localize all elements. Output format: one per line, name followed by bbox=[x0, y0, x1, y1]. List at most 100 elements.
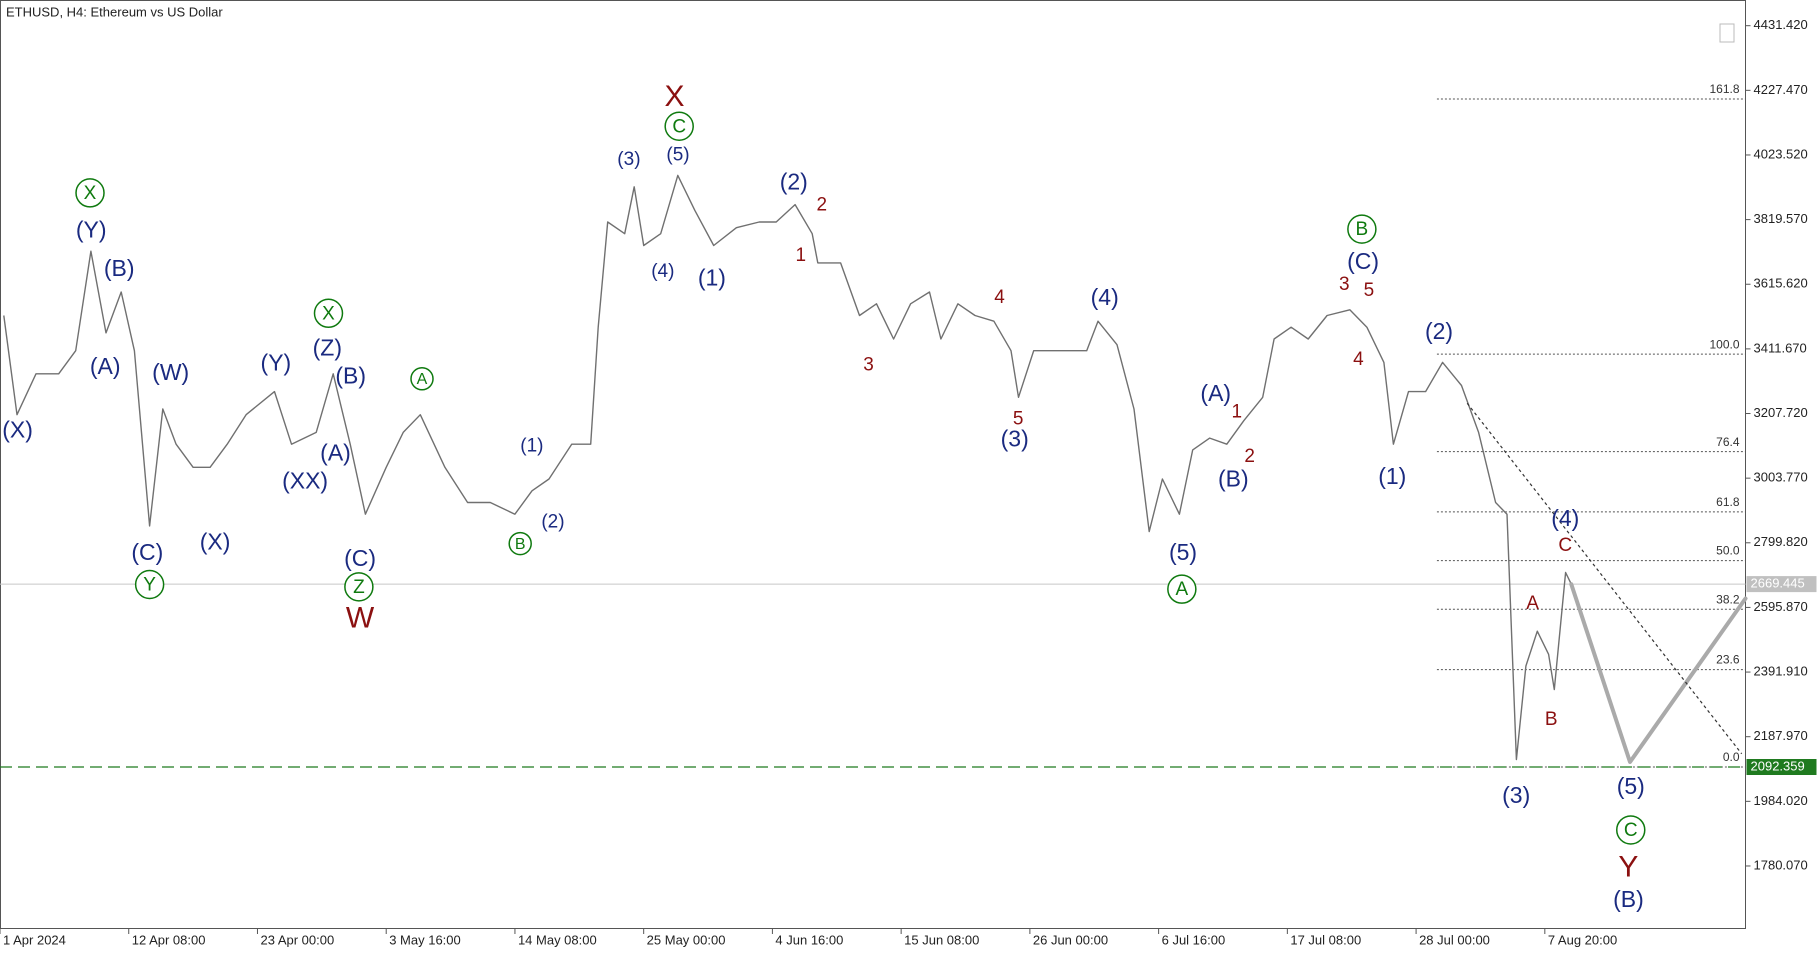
support-price-label: 2092.359 bbox=[1751, 758, 1805, 773]
wave-label: 5 bbox=[1364, 280, 1375, 301]
toolbar-icon[interactable] bbox=[1719, 23, 1735, 43]
wave-label: X bbox=[665, 80, 685, 113]
x-tick-label: 14 May 08:00 bbox=[518, 932, 597, 947]
y-tick-label: 2391.910 bbox=[1754, 664, 1808, 679]
wave-label: (B) bbox=[1218, 465, 1249, 491]
y-tick-label: 1780.070 bbox=[1754, 857, 1808, 872]
fib-label: 50.0 bbox=[1716, 544, 1740, 558]
wave-label: B bbox=[515, 536, 526, 553]
price-series bbox=[1569, 582, 1748, 764]
wave-label: (X) bbox=[200, 528, 231, 554]
wave-label: (1) bbox=[698, 264, 726, 290]
wave-label: Y bbox=[143, 575, 156, 596]
wave-label: (C) bbox=[344, 545, 376, 571]
wave-label: (3) bbox=[1001, 426, 1029, 452]
y-tick-label: 2187.970 bbox=[1754, 728, 1808, 743]
wave-label: (4) bbox=[651, 261, 674, 282]
x-tick-label: 6 Jul 16:00 bbox=[1162, 932, 1226, 947]
wave-label: 3 bbox=[1339, 274, 1350, 295]
x-tick-label: 25 May 00:00 bbox=[647, 932, 726, 947]
fib-label: 38.2 bbox=[1716, 592, 1740, 606]
wave-circle bbox=[508, 531, 532, 556]
wave-circle bbox=[410, 367, 434, 391]
fib-label: 0.0 bbox=[1723, 750, 1740, 764]
wave-label: (B) bbox=[335, 362, 366, 388]
wave-label: (4) bbox=[1091, 284, 1119, 310]
wave-label: (C) bbox=[1347, 248, 1379, 274]
wave-label: (A) bbox=[90, 353, 121, 379]
y-tick-label: 2595.870 bbox=[1754, 599, 1808, 614]
wave-label: (1) bbox=[520, 435, 543, 456]
y-tick-label: 2799.820 bbox=[1754, 534, 1808, 549]
wave-label: C bbox=[672, 116, 686, 137]
wave-label: (5) bbox=[1169, 539, 1197, 565]
plot-frame bbox=[0, 0, 1746, 929]
price-series bbox=[3, 174, 1572, 761]
wave-label: (4) bbox=[1551, 505, 1579, 531]
wave-label: (B) bbox=[1613, 886, 1644, 912]
y-tick-label: 1984.020 bbox=[1754, 793, 1808, 808]
y-tick-label: 4023.520 bbox=[1754, 146, 1808, 161]
x-tick-label: 28 Jul 00:00 bbox=[1419, 932, 1490, 947]
wave-label: 2 bbox=[817, 195, 828, 216]
x-tick-label: 26 Jun 00:00 bbox=[1033, 932, 1108, 947]
wave-label: 5 bbox=[1013, 409, 1024, 430]
y-tick-label: 3207.720 bbox=[1754, 405, 1808, 420]
x-tick-label: 3 May 16:00 bbox=[389, 932, 461, 947]
y-tick-label: 3819.570 bbox=[1754, 211, 1808, 226]
wave-label: C bbox=[1558, 535, 1572, 556]
wave-label: (3) bbox=[617, 149, 640, 170]
wave-label: (Y) bbox=[76, 216, 107, 242]
x-tick-label: 1 Apr 2024 bbox=[3, 932, 66, 947]
wave-label: W bbox=[346, 601, 375, 634]
x-tick-label: 15 Jun 08:00 bbox=[904, 932, 979, 947]
wave-circle bbox=[664, 111, 694, 142]
wave-label: A bbox=[1526, 593, 1539, 614]
wave-label: 3 bbox=[863, 355, 874, 376]
x-tick-label: 7 Aug 20:00 bbox=[1548, 932, 1617, 947]
fib-label: 76.4 bbox=[1716, 435, 1740, 449]
wave-label: (2) bbox=[780, 168, 808, 194]
wave-circle bbox=[1347, 214, 1377, 244]
wave-label: Y bbox=[1618, 850, 1638, 883]
wave-label: B bbox=[1356, 219, 1369, 240]
fib-label: 61.8 bbox=[1716, 495, 1740, 509]
wave-label: A bbox=[1176, 579, 1189, 600]
wave-label: X bbox=[84, 183, 97, 204]
wave-circle bbox=[344, 572, 374, 602]
fib-label: 161.8 bbox=[1709, 82, 1739, 96]
wave-label: B bbox=[1545, 709, 1558, 730]
y-tick-label: 3615.620 bbox=[1754, 276, 1808, 291]
wave-label: (B) bbox=[104, 255, 135, 281]
wave-label: (Y) bbox=[261, 350, 292, 376]
wave-label: (Z) bbox=[313, 334, 342, 360]
wave-circle bbox=[1616, 815, 1646, 845]
y-tick-label: 3003.770 bbox=[1754, 470, 1808, 485]
chart-title: ETHUSD, H4: Ethereum vs US Dollar bbox=[6, 4, 223, 19]
wave-label: (C) bbox=[131, 539, 163, 565]
wave-label: (2) bbox=[1425, 318, 1453, 344]
wave-label: C bbox=[1624, 820, 1638, 841]
wave-circle bbox=[1167, 574, 1197, 604]
wave-circle bbox=[134, 569, 165, 600]
wave-label: (W) bbox=[152, 359, 189, 385]
wave-label: Z bbox=[353, 577, 365, 598]
support-price-box bbox=[1746, 759, 1817, 776]
wave-label: 4 bbox=[994, 287, 1005, 308]
current-price-label: 2669.445 bbox=[1751, 576, 1805, 591]
wave-label: X bbox=[322, 303, 335, 324]
y-tick-label: 4227.470 bbox=[1754, 82, 1808, 97]
wave-label: (A) bbox=[1200, 380, 1231, 406]
wave-label: (3) bbox=[1502, 782, 1530, 808]
wave-label: (1) bbox=[1378, 463, 1406, 489]
fib-label: 100.0 bbox=[1709, 337, 1739, 351]
y-tick-label: 4431.420 bbox=[1754, 17, 1808, 32]
wave-label: (XX) bbox=[282, 468, 328, 494]
wave-label: 2 bbox=[1244, 446, 1255, 467]
y-tick-label: 3411.670 bbox=[1754, 340, 1807, 355]
x-tick-label: 4 Jun 16:00 bbox=[775, 932, 843, 947]
price-series bbox=[1466, 402, 1743, 755]
